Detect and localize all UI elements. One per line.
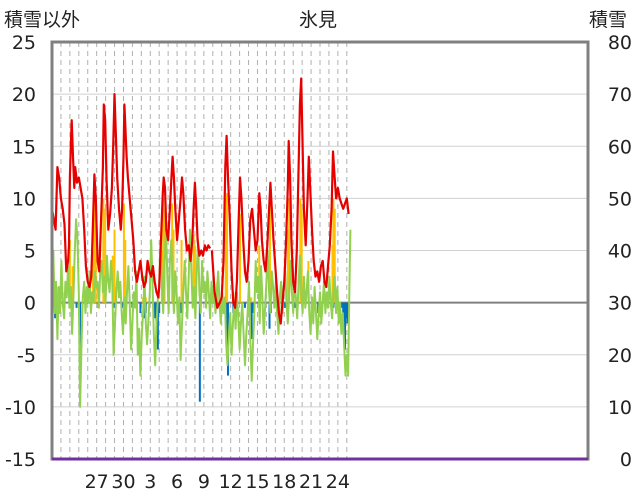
- left-tick-labels: 25 20 15 10 5 0 -5 -10 -15: [5, 32, 36, 471]
- left-tick-label: 20: [12, 84, 36, 106]
- blue-bar: [156, 302, 159, 350]
- orange-bar: [299, 198, 302, 303]
- orange-bar: [193, 245, 196, 303]
- left-tick-label: 5: [24, 241, 36, 263]
- right-tick-label: 0: [620, 449, 632, 471]
- orange-bar: [162, 198, 165, 303]
- right-tick-label: 80: [608, 32, 632, 54]
- orange-bar: [258, 245, 261, 303]
- orange-bar: [71, 266, 74, 303]
- right-tick-label: 10: [608, 397, 632, 419]
- x-tick-label: 21: [299, 471, 323, 493]
- blue-bar: [153, 302, 156, 319]
- orange-bar: [268, 198, 271, 303]
- right-tick-label: 50: [608, 188, 632, 210]
- orange-bar: [332, 198, 335, 303]
- orange-bar: [250, 297, 253, 303]
- right-tick-label: 70: [608, 84, 632, 106]
- left-tick-label: -10: [5, 397, 36, 419]
- x-tick-labels: 27 30 3 6 9 12 15 18 21 24: [85, 471, 350, 493]
- blue-bar: [122, 302, 125, 308]
- red-series-line: [50, 92, 212, 299]
- blue-bar: [284, 302, 287, 308]
- line-series: [50, 77, 352, 408]
- x-tick-label: 18: [272, 471, 296, 493]
- left-tick-label: -15: [5, 449, 36, 471]
- blue-bar: [346, 302, 349, 324]
- blue-bar: [75, 302, 78, 308]
- orange-bar: [288, 198, 291, 303]
- orange-bar: [113, 229, 116, 303]
- left-tick-label: 0: [24, 293, 36, 315]
- orange-bar: [192, 234, 195, 303]
- orange-bar: [102, 198, 105, 303]
- right-tick-label: 40: [608, 241, 632, 263]
- x-tick-label: 12: [219, 471, 243, 493]
- chart-title: 氷見: [299, 9, 337, 31]
- orange-bar: [333, 208, 336, 303]
- blue-bar: [179, 302, 182, 314]
- orange-bar: [104, 208, 107, 303]
- blue-bar: [158, 302, 161, 314]
- red-series-line: [210, 77, 350, 325]
- orange-bar: [300, 208, 303, 303]
- right-tick-labels: 80 70 60 50 40 30 20 10 0: [608, 32, 632, 471]
- orange-bar: [93, 198, 96, 303]
- orange-bar: [226, 193, 229, 303]
- right-axis-label: 積雪: [589, 9, 627, 31]
- orange-bar: [172, 229, 175, 303]
- left-tick-label: 15: [12, 136, 36, 158]
- blue-bar: [139, 302, 142, 314]
- blue-bar: [252, 302, 254, 314]
- orange-bar: [92, 250, 95, 303]
- left-tick-label: 10: [12, 188, 36, 210]
- right-tick-label: 20: [608, 345, 632, 367]
- left-tick-label: 25: [12, 32, 36, 54]
- orange-bar: [122, 203, 125, 303]
- orange-bar: [224, 198, 227, 303]
- right-tick-label: 30: [608, 293, 632, 315]
- orange-bar: [68, 240, 71, 303]
- left-axis-label: 積雪以外: [4, 9, 80, 31]
- blue-bar: [243, 302, 246, 308]
- blue-bar: [268, 302, 271, 329]
- x-tick-label: 30: [111, 471, 135, 493]
- green-series-line: [51, 218, 352, 408]
- x-tick-label: 15: [245, 471, 269, 493]
- orange-bar: [180, 240, 183, 303]
- blue-bar: [344, 302, 347, 319]
- x-tick-label: 6: [171, 471, 183, 493]
- orange-bar: [239, 214, 242, 303]
- x-tick-label: 9: [198, 471, 210, 493]
- left-tick-label: -5: [17, 345, 36, 367]
- blue-bar: [340, 302, 343, 308]
- orange-bar: [286, 229, 289, 303]
- right-tick-label: 60: [608, 136, 632, 158]
- blue-bar: [344, 302, 347, 350]
- x-tick-label: 24: [326, 471, 350, 493]
- orange-bar: [94, 208, 97, 303]
- grid: [52, 42, 588, 459]
- plot-frame: [50, 40, 590, 461]
- x-tick-label: 27: [85, 471, 109, 493]
- orange-bar: [124, 240, 127, 303]
- blue-bar: [198, 302, 201, 402]
- x-tick-label: 3: [144, 471, 156, 493]
- blue-bar: [250, 302, 253, 340]
